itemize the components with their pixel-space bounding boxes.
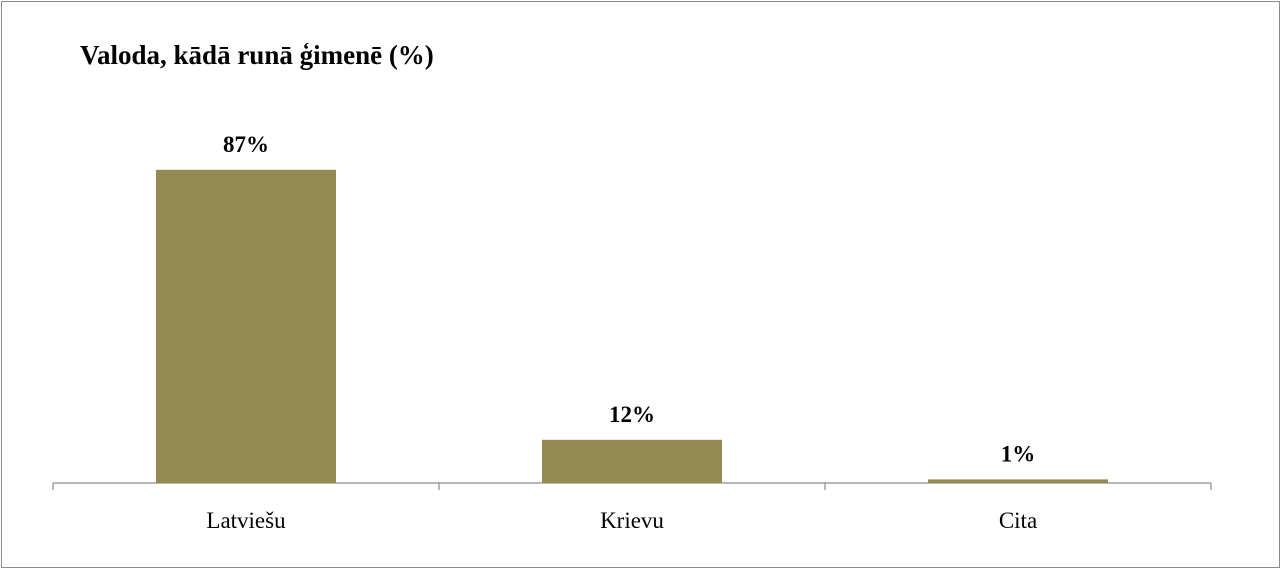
chart-title: Valoda, kādā runā ģimenē (%) xyxy=(80,40,434,70)
data-label-cita: 1% xyxy=(1001,441,1036,466)
data-label-latviešu: 87% xyxy=(223,132,269,157)
data-labels: 87% 12% 1% xyxy=(223,132,1035,467)
category-label-cita: Cita xyxy=(999,508,1037,533)
bar-krievu xyxy=(542,439,722,483)
bar-latviešu xyxy=(156,169,336,484)
category-label-krievu: Krievu xyxy=(600,508,664,533)
category-label-latviešu: Latviešu xyxy=(206,508,286,533)
bar-cita xyxy=(928,479,1108,483)
category-labels: Latviešu Krievu Cita xyxy=(206,508,1037,533)
data-label-krievu: 12% xyxy=(609,402,655,427)
x-axis-ticks xyxy=(52,483,1212,490)
bar-series xyxy=(156,169,1108,484)
